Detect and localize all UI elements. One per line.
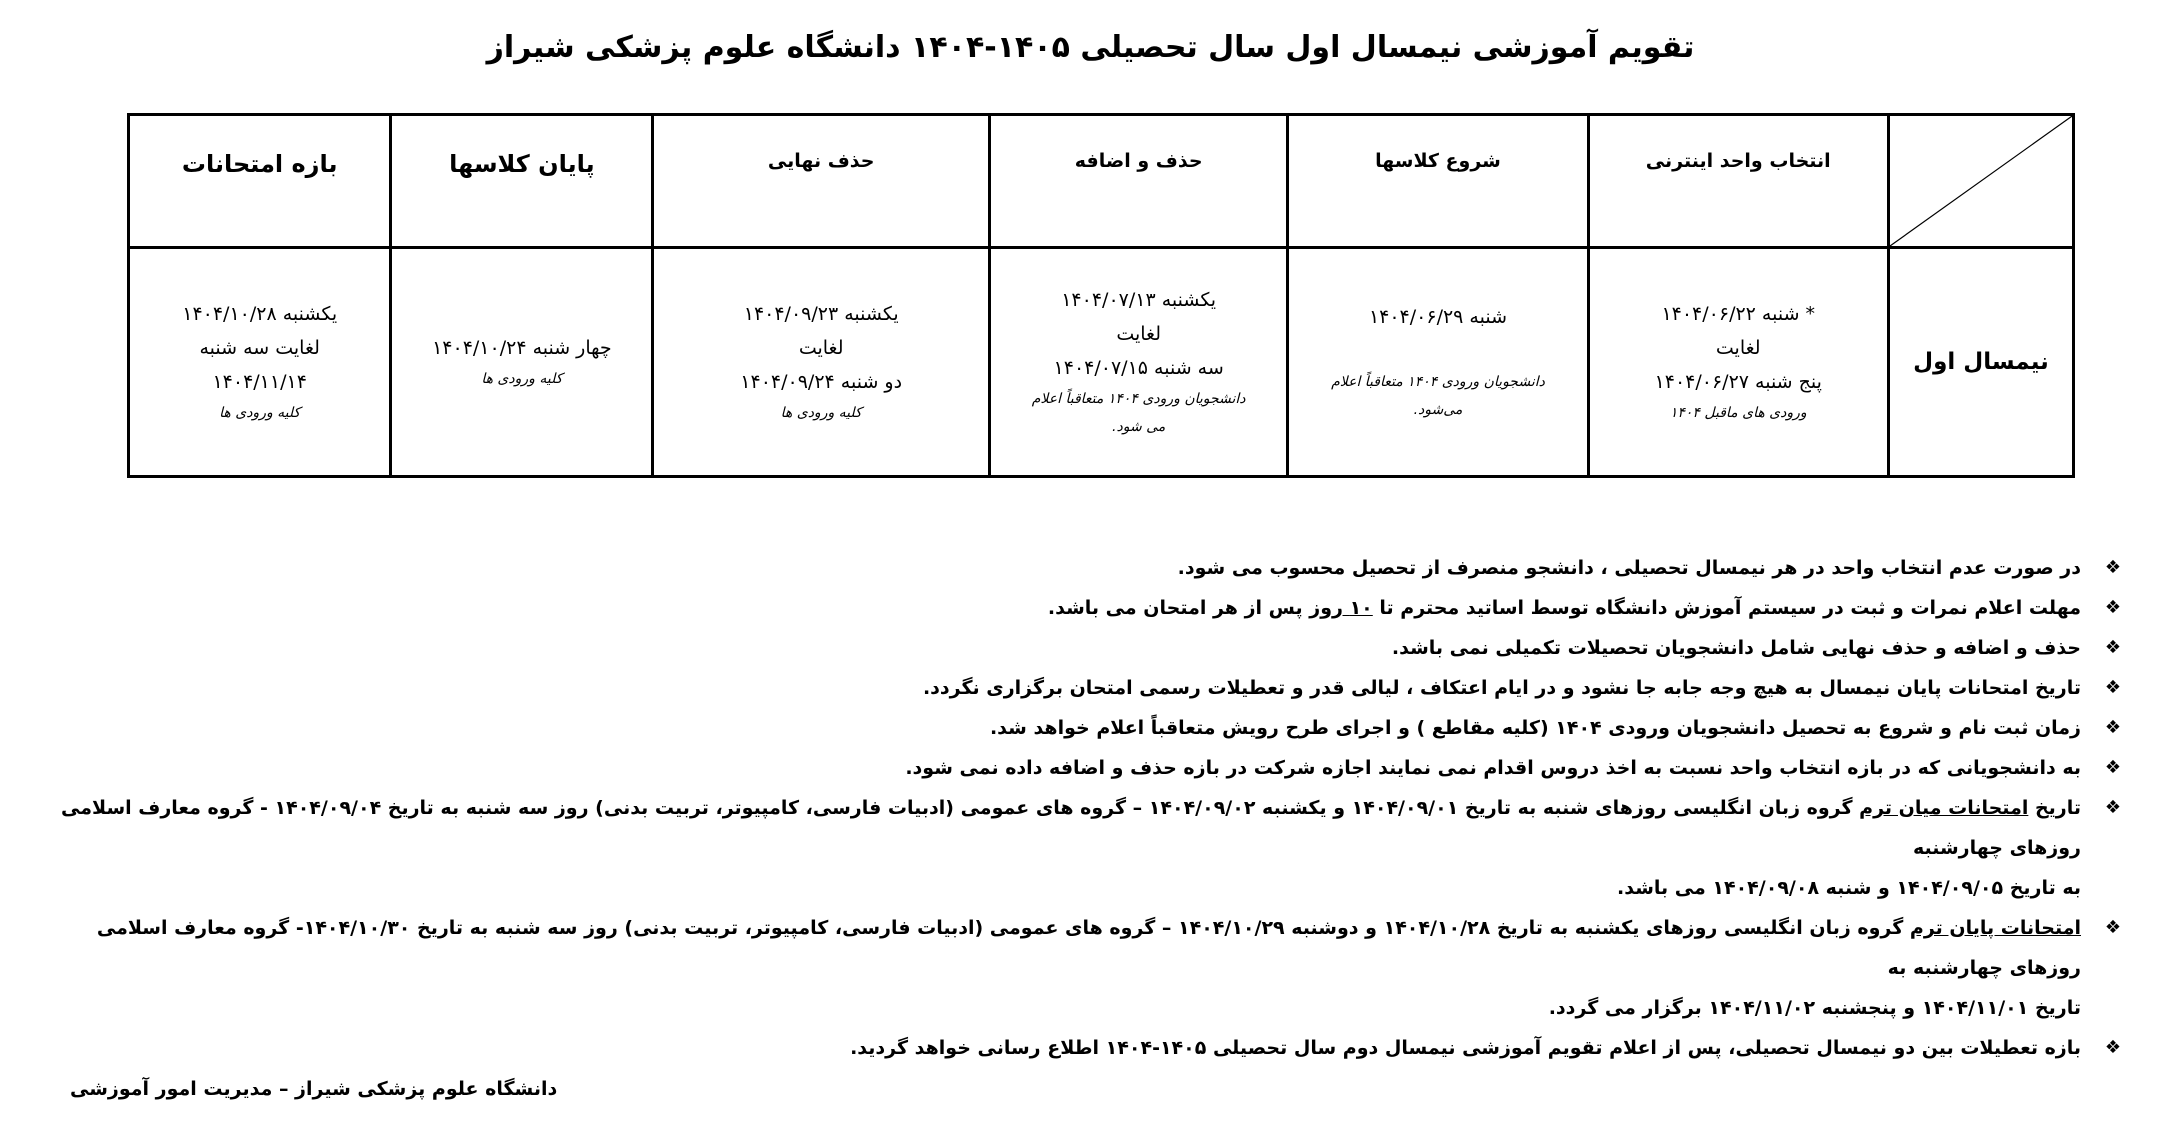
- row-label: نیمسال اول: [1886, 246, 2076, 478]
- notes-list: ❖ در صورت عدم انتخاب واحد در هر نیمسال تح…: [21, 548, 2121, 1068]
- diamond-bullet-icon: ❖: [2104, 757, 2121, 778]
- note-item: ❖ حذف و اضافه و حذف نهایی شامل دانشجویان …: [21, 628, 2121, 668]
- date-cell: * شنبه ۱۴۰۴/۰۶/۲۲ لغایت پنج شنبه ۱۴۰۴/۰۶/۲…: [1586, 246, 1890, 478]
- header-cell: حذف و اضافه: [987, 113, 1290, 249]
- note-item: ❖ تاریخ امتحانات پایان نیمسال به هیچ وجه …: [21, 668, 2121, 708]
- note-text: مهلت اعلام نمرات و ثبت در سیستم آموزش دا…: [1372, 597, 2081, 619]
- date-cell: شنبه ۱۴۰۴/۰۶/۲۹ دانشجویان ورودی ۱۴۰۴ متعا…: [1286, 246, 1590, 478]
- academic-calendar-table: انتخاب واحد اینترنی شروع کلاسها حذف و اض…: [126, 113, 2076, 478]
- date-line: شنبه ۱۴۰۴/۰۶/۲۹: [1368, 306, 1508, 328]
- note-text: بازه تعطیلات بین دو نیمسال تحصیلی، پس از…: [850, 1037, 2081, 1059]
- header-cell: بازه امتحانات: [126, 113, 393, 249]
- cell-note: کلیه ورودی ها: [481, 371, 563, 387]
- diamond-bullet-icon: ❖: [2104, 637, 2121, 658]
- note-item: ❖ بازه تعطیلات بین دو نیمسال تحصیلی، پس ا…: [21, 1028, 2121, 1068]
- note-item: ❖ امتحانات پایان ترم گروه زبان انگلیسی رو…: [21, 908, 2121, 1028]
- note-text: تاریخ: [2028, 797, 2081, 819]
- note-item: ❖ به دانشجویانی که در بازه انتخاب واحد نس…: [21, 748, 2121, 788]
- date-line: لغایت سه شنبه: [199, 337, 320, 359]
- date-line: * شنبه ۱۴۰۴/۰۶/۲۲: [1661, 303, 1816, 325]
- note-text: حذف و اضافه و حذف نهایی شامل دانشجویان ت…: [1391, 637, 2081, 659]
- diamond-bullet-icon: ❖: [2104, 1037, 2121, 1058]
- diamond-bullet-icon: ❖: [2104, 597, 2121, 618]
- header-cell: پایان کلاسها: [389, 113, 655, 249]
- note-text: گروه زبان انگلیسی روزهای یکشنبه به تاریخ…: [96, 917, 2081, 979]
- note-text: تاریخ ۱۴۰۴/۱۱/۰۱ و پنجشنبه ۱۴۰۴/۱۱/۰۲ بر…: [1548, 997, 2081, 1019]
- table-header-row: انتخاب واحد اینترنی شروع کلاسها حذف و اض…: [126, 113, 2076, 249]
- date-line: ۱۴۰۴/۱۱/۱۴: [212, 371, 307, 393]
- note-text: در صورت عدم انتخاب واحد در هر نیمسال تحص…: [1177, 557, 2081, 579]
- cell-note: کلیه ورودی ها: [219, 405, 301, 421]
- header-cell: شروع کلاسها: [1286, 113, 1590, 249]
- note-item: ❖ در صورت عدم انتخاب واحد در هر نیمسال تح…: [21, 548, 2121, 588]
- note-item: ❖ تاریخ امتحانات میان ترم گروه زبان انگلی…: [21, 788, 2121, 908]
- table-row: نیمسال اول * شنبه ۱۴۰۴/۰۶/۲۲ لغایت پنج شنب…: [126, 246, 2076, 478]
- diamond-bullet-icon: ❖: [2104, 677, 2121, 698]
- cell-note: دانشجویان ورودی ۱۴۰۴ متعاقباً اعلام: [1331, 374, 1545, 390]
- date-line: لغایت: [1715, 337, 1761, 359]
- date-line: دو شنبه ۱۴۰۴/۰۹/۲۴: [740, 371, 903, 393]
- date-cell: یکشنبه ۱۴۰۴/۰۹/۲۳ لغایت دو شنبه ۱۴۰۴/۰۹/۲۴…: [651, 246, 991, 478]
- header-cell: انتخاب واحد اینترنی: [1586, 113, 1890, 249]
- diamond-bullet-icon: ❖: [2104, 557, 2121, 578]
- date-line: سه شنبه ۱۴۰۴/۰۷/۱۵: [1053, 357, 1224, 379]
- note-text: گروه زبان انگلیسی روزهای شنبه به تاریخ ۱…: [61, 797, 2081, 859]
- cell-note: دانشجویان ورودی ۱۴۰۴ متعاقباً اعلام: [1031, 391, 1246, 407]
- date-line: یکشنبه ۱۴۰۴/۱۰/۲۸: [182, 303, 338, 325]
- diagonal-line: [1890, 116, 2072, 246]
- note-text: پس از هر امتحان می باشد.: [1047, 597, 1310, 619]
- page-title: تقویم آموزشی نیمسال اول سال تحصیلی ۱۴۰۵-…: [486, 30, 1695, 65]
- date-line: یکشنبه ۱۴۰۴/۰۹/۲۳: [743, 303, 899, 325]
- note-text: تاریخ امتحانات پایان نیمسال به هیچ وجه ج…: [922, 677, 2081, 699]
- note-text: امتحانات پایان ترم: [1909, 917, 2081, 939]
- corner-cell: [1886, 113, 2076, 249]
- footer-signature: دانشگاه علوم پزشکی شیراز – مدیریت امور آ…: [70, 1078, 558, 1100]
- note-text: به تاریخ ۱۴۰۴/۰۹/۰۵ و شنبه ۱۴۰۴/۰۹/۰۸ می…: [1617, 877, 2081, 899]
- date-cell: یکشنبه ۱۴۰۴/۱۰/۲۸ لغایت سه شنبه ۱۴۰۴/۱۱/۱۴…: [126, 246, 393, 478]
- note-text: به دانشجویانی که در بازه انتخاب واحد نسب…: [905, 757, 2081, 779]
- cell-note: می‌شود.: [1413, 402, 1463, 418]
- note-item: ❖ زمان ثبت نام و شروع به تحصیل دانشجویان …: [21, 708, 2121, 748]
- date-cell: یکشنبه ۱۴۰۴/۰۷/۱۳ لغایت سه شنبه ۱۴۰۴/۰۷/۱۵…: [987, 246, 1290, 478]
- note-item: ❖ مهلت اعلام نمرات و ثبت در سیستم آموزش د…: [21, 588, 2121, 628]
- note-text: امتحانات میان ترم: [1859, 797, 2029, 819]
- date-cell: چهار شنبه ۱۴۰۴/۱۰/۲۴ کلیه ورودی ها: [389, 246, 655, 478]
- cell-note: ورودی های ماقبل ۱۴۰۴: [1669, 405, 1807, 421]
- diamond-bullet-icon: ❖: [2104, 917, 2121, 938]
- header-cell: حذف نهایی: [651, 113, 991, 249]
- diamond-bullet-icon: ❖: [2104, 797, 2121, 818]
- cell-note: می شود.: [1112, 419, 1166, 435]
- date-line: چهار شنبه ۱۴۰۴/۱۰/۲۴: [432, 337, 612, 359]
- note-text: زمان ثبت نام و شروع به تحصیل دانشجویان و…: [989, 717, 2081, 739]
- diamond-bullet-icon: ❖: [2104, 717, 2121, 738]
- date-line: یکشنبه ۱۴۰۴/۰۷/۱۳: [1061, 289, 1217, 311]
- date-line: لغایت: [1116, 323, 1162, 345]
- note-text: ۱۰ روز: [1309, 597, 1373, 619]
- date-line: پنج شنبه ۱۴۰۴/۰۶/۲۷: [1654, 371, 1822, 393]
- date-line: لغایت: [798, 337, 844, 359]
- cell-note: کلیه ورودی ها: [780, 405, 862, 421]
